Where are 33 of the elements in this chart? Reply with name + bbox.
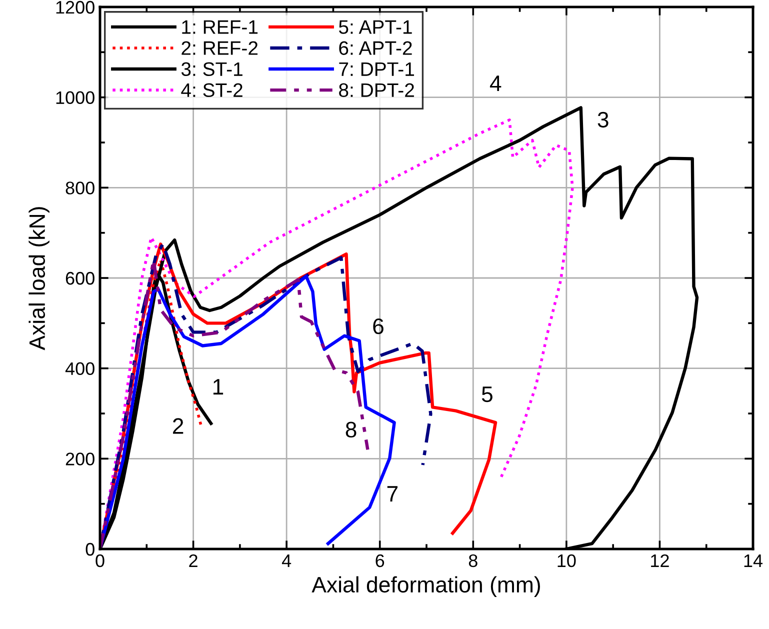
x-tick-label: 10 bbox=[558, 554, 576, 568]
y-tick-label: 1000 bbox=[56, 91, 94, 104]
x-tick-label: 8 bbox=[468, 554, 478, 568]
y-tick-label: 0 bbox=[86, 542, 94, 556]
y-tick-label: 600 bbox=[66, 272, 94, 285]
x-tick-label: 2 bbox=[189, 554, 198, 567]
x-axis-title: Axial deformation (mm) bbox=[312, 576, 540, 597]
annotation: 2 bbox=[173, 418, 184, 434]
x-tick-label: 0 bbox=[96, 554, 104, 568]
y-tick-label: 200 bbox=[66, 452, 94, 466]
legend-label: 2: REF-2 bbox=[182, 41, 258, 55]
y-tick-label: 800 bbox=[66, 182, 94, 194]
x-tick-label: 14 bbox=[744, 554, 763, 567]
x-tick-label: 12 bbox=[651, 554, 669, 567]
y-tick-label: 400 bbox=[65, 362, 94, 376]
annotation: 7 bbox=[387, 486, 398, 502]
annotation: 4 bbox=[490, 76, 502, 91]
legend-label: 7: DPT-1 bbox=[339, 62, 414, 76]
legend-label: 1: REF-1 bbox=[182, 20, 258, 34]
x-tick-label: 4 bbox=[282, 554, 292, 567]
legend-label: 5: APT-1 bbox=[338, 20, 412, 34]
annotation: 3 bbox=[598, 112, 608, 128]
y-axis-title: Axial load (kN) bbox=[28, 207, 50, 350]
x-tick-label: 6 bbox=[376, 554, 384, 568]
legend-label: 4: ST-2 bbox=[181, 83, 242, 98]
annotation: 8 bbox=[346, 422, 356, 438]
y-tick-label: 1200 bbox=[56, 0, 94, 14]
legend-label: 3: ST-1 bbox=[181, 62, 242, 76]
legend-label: 6: APT-2 bbox=[339, 41, 412, 55]
annotation: 5 bbox=[482, 386, 492, 402]
annotation: 6 bbox=[373, 318, 384, 334]
annotation: 1 bbox=[213, 379, 224, 394]
legend-label: 8: DPT-2 bbox=[339, 83, 414, 98]
